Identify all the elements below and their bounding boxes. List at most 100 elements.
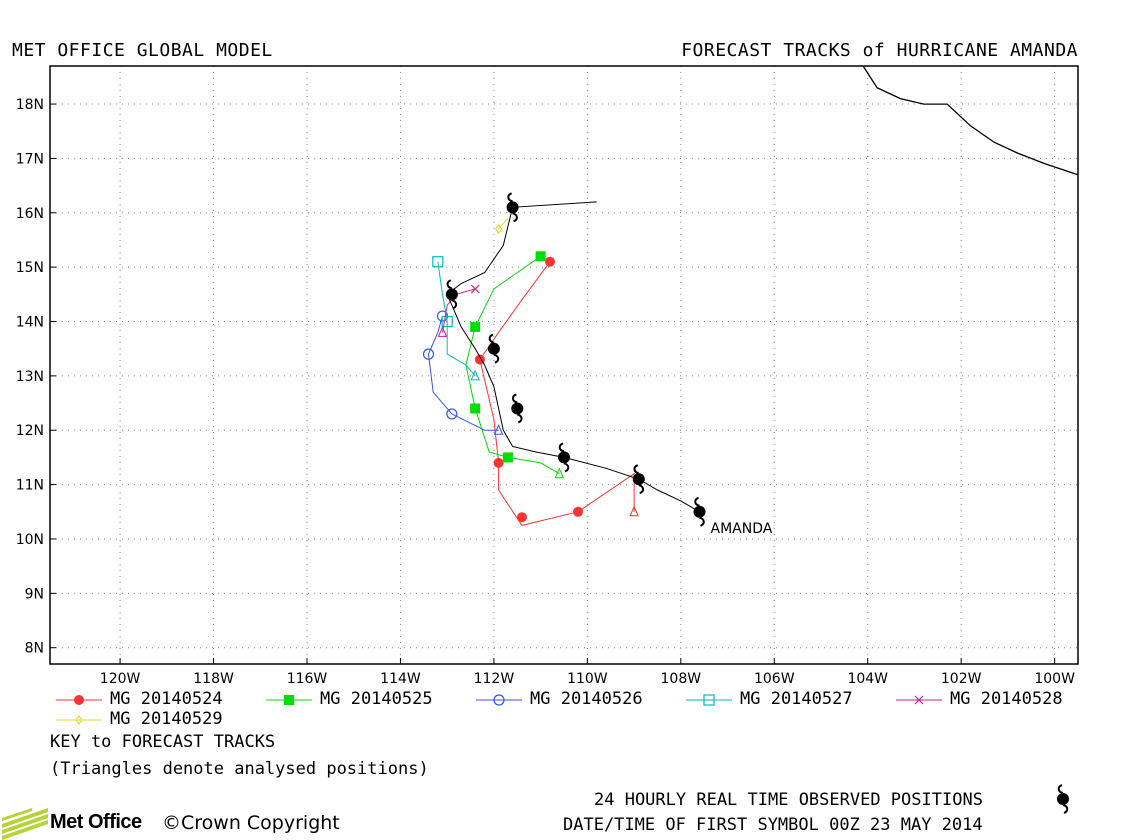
- legend-swatch: [686, 694, 732, 706]
- copyright: ©Crown Copyright: [162, 812, 340, 834]
- hurricane-arm: [516, 413, 523, 424]
- legend-marker: [493, 694, 505, 706]
- legend-swatch: [476, 694, 522, 706]
- track-line: [479, 261, 635, 526]
- met-office-logo-text: Met Office: [50, 811, 142, 833]
- track-map: 120W 118W 116W 114W 112W 110W 108W 106W 104W 102W…: [16, 65, 1079, 687]
- analysed-triangle: [554, 467, 565, 479]
- legend-marker: [74, 695, 84, 705]
- legend-label: MG 20140527: [740, 689, 853, 709]
- track-marker: [441, 315, 453, 328]
- map-frame: [49, 65, 1079, 665]
- hurricane-arm: [699, 516, 705, 527]
- track-marker: [493, 457, 504, 468]
- x-tick-label: 100W: [1034, 671, 1075, 687]
- legend-marker: [75, 715, 83, 725]
- track-marker: [516, 512, 527, 523]
- track-marker: [535, 251, 546, 262]
- track-marker: [432, 256, 444, 268]
- y-tick-label: 14N: [16, 315, 44, 331]
- hurricane-arm: [488, 333, 495, 344]
- y-tick-label: 13N: [16, 369, 44, 385]
- track-line: [427, 315, 499, 431]
- track-marker: [573, 506, 584, 517]
- hurricane-eye: [632, 473, 645, 486]
- hurricane-arm: [451, 299, 458, 310]
- x-tick-label: 110W: [567, 671, 608, 687]
- hurricane-symbol: [511, 393, 524, 424]
- copyright-text: Crown Copyright: [181, 812, 340, 834]
- met-office-logo-icon: [2, 808, 48, 840]
- hurricane-arm: [558, 442, 565, 453]
- x-tick-label: 120W: [100, 671, 141, 687]
- hurricane-symbol: [487, 333, 500, 364]
- x-tick-label: 118W: [193, 671, 234, 687]
- coastline-path: [862, 65, 1079, 176]
- hurricane-arm: [493, 353, 500, 364]
- hurricane-arm: [446, 279, 453, 290]
- hurricane-arm: [512, 212, 518, 223]
- legend-swatch: [56, 695, 102, 705]
- copyright-icon: ©: [162, 812, 181, 834]
- y-tick-label: 12N: [16, 423, 44, 439]
- y-tick-label: 11N: [16, 478, 44, 494]
- legend-marker: [914, 695, 924, 705]
- hurricane-symbol: [445, 279, 458, 310]
- legend-label: MG 20140525: [320, 689, 433, 709]
- track-mg-20140525: [465, 251, 565, 479]
- track-line: [465, 255, 560, 475]
- legend-marker: [284, 695, 294, 705]
- triangles-note: (Triangles denote analysed positions): [50, 759, 429, 779]
- x-tick-label: 104W: [847, 671, 888, 687]
- header-left: MET OFFICE GLOBAL MODEL: [12, 40, 273, 61]
- track-marker: [544, 256, 555, 267]
- hurricane-arm: [633, 464, 640, 475]
- hurricane-arm: [638, 484, 645, 495]
- track-marker: [470, 403, 481, 414]
- legend-label: MG 20140529: [110, 709, 223, 729]
- hurricane-eye: [693, 505, 706, 518]
- x-tick-label: 106W: [754, 671, 795, 687]
- y-tick-label: 18N: [16, 97, 44, 113]
- track-marker: [446, 408, 458, 420]
- x-tick-label: 114W: [380, 671, 421, 687]
- y-tick-label: 10N: [16, 532, 44, 548]
- x-tick-label: 102W: [941, 671, 982, 687]
- hurricane-eye: [445, 288, 458, 301]
- hurricane-arm: [563, 462, 570, 473]
- track-marker: [470, 284, 480, 294]
- hurricane-eye: [506, 201, 519, 214]
- forecast-tracks: [422, 217, 639, 526]
- hurricane-symbol: [558, 442, 570, 473]
- legend-label: MG 20140526: [530, 689, 643, 709]
- y-tick-label: 9N: [25, 586, 44, 602]
- grid-lines: [50, 66, 1078, 664]
- hurricane-symbol: [506, 192, 519, 223]
- analysed-triangle: [493, 424, 504, 435]
- track-marker: [502, 452, 513, 463]
- x-tick-label: 116W: [287, 671, 328, 687]
- hurricane-eye: [487, 342, 500, 355]
- track-mg-20140524: [474, 256, 639, 526]
- track-mg-20140529: [494, 217, 509, 235]
- track-mg-20140527: [432, 256, 480, 381]
- storm-name-label: AMANDA: [711, 521, 773, 537]
- track-marker: [494, 224, 503, 235]
- hurricane-symbol: [632, 464, 645, 495]
- analysed-triangle: [629, 505, 639, 517]
- observed-note: 24 HOURLY REAL TIME OBSERVED POSITIONS: [594, 790, 983, 810]
- hurricane-arm: [512, 393, 518, 404]
- legend-swatch: [896, 695, 942, 705]
- analysed-triangle: [470, 369, 480, 381]
- y-tick-label: 16N: [16, 206, 44, 222]
- hurricane-symbol-icon: [1057, 784, 1069, 814]
- hurricane-eye: [558, 451, 570, 464]
- header-right: FORECAST TRACKS of HURRICANE AMANDA: [681, 40, 1078, 61]
- key-note: KEY to FORECAST TRACKS: [50, 732, 276, 752]
- y-tick-label: 17N: [16, 151, 44, 167]
- track-line: [437, 261, 476, 377]
- hurricane-symbol: [693, 496, 706, 527]
- coastline: [862, 65, 1079, 176]
- y-tick-label: 15N: [16, 260, 44, 276]
- x-tick-label: 108W: [661, 671, 702, 687]
